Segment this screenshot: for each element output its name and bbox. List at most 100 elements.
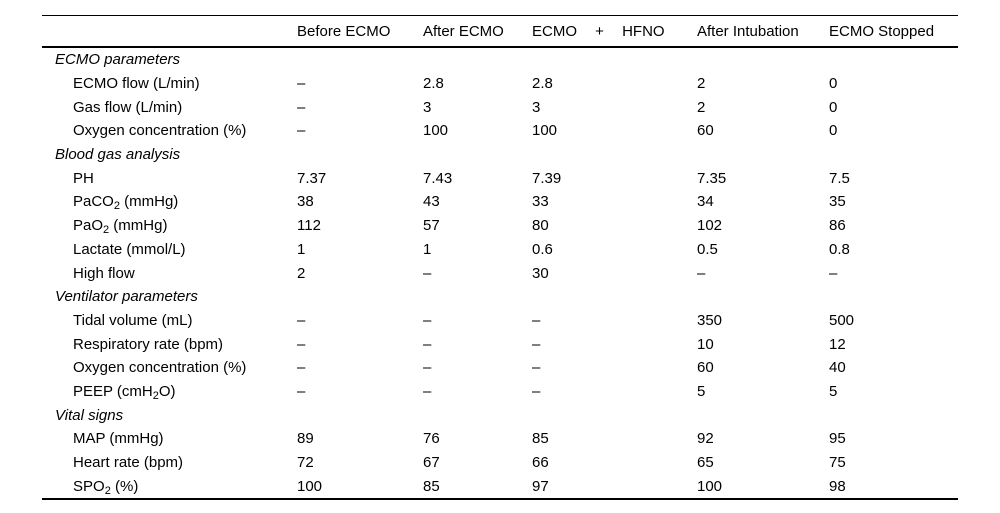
row-label-text: Tidal volume (mL) — [73, 311, 193, 329]
column-header: After Intubation — [697, 22, 799, 40]
cell-value: – — [297, 359, 306, 377]
table-bottom-rule — [42, 498, 958, 501]
table-row: MAP (mmHg) 89 76 85 92 95 — [42, 427, 958, 451]
cell-value: – — [297, 382, 306, 400]
row-label: SPO2 (%) — [42, 477, 297, 497]
table-row: SPO2 (%) 100 85 97 100 98 — [42, 474, 958, 498]
row-label: PaO2 (mmHg) — [42, 217, 297, 236]
cell-value: 0.5 — [697, 240, 718, 258]
cell-value: – — [423, 359, 432, 377]
cell-value: 98 — [829, 477, 846, 495]
clinical-parameters-table: Before ECMO After ECMO ECMO + HFNO After In… — [42, 15, 958, 501]
cell-value: 0.6 — [532, 240, 553, 258]
cell-value: – — [297, 75, 306, 93]
row-label: High flow — [42, 266, 297, 281]
column-header: ECMO Stopped — [829, 22, 935, 40]
cell-value: – — [423, 382, 432, 400]
cell-value: 2.8 — [423, 75, 444, 93]
row-label-text: PH — [73, 169, 94, 187]
cell-value: 89 — [297, 430, 314, 448]
cell-value: 67 — [423, 454, 440, 472]
cell-value: 66 — [532, 454, 549, 472]
cell-value: 76 — [423, 430, 440, 448]
row-label-text: (%) — [110, 477, 139, 495]
cell-value: 5 — [697, 382, 706, 400]
cell-value: – — [697, 264, 706, 282]
cell-value: 2.8 — [532, 75, 553, 93]
table-row: Gas flow (L/min) – 3 3 2 0 — [42, 95, 958, 119]
column-header: ECMO + HFNO — [532, 22, 665, 40]
cell-value: 2 — [297, 264, 306, 282]
cell-value: 43 — [423, 193, 440, 211]
row-label-text: Lactate (mmol/L) — [73, 240, 186, 258]
column-header: After ECMO — [423, 22, 504, 40]
cell-value: 80 — [532, 217, 549, 235]
cell-value: 35 — [829, 193, 846, 211]
table-top-rule — [42, 15, 958, 16]
cell-value: 0.8 — [829, 240, 850, 258]
row-label-text: PEEP (cmH — [73, 382, 153, 400]
cell-value: 60 — [697, 359, 714, 377]
cell-value: 38 — [297, 193, 314, 211]
cell-value: 350 — [697, 311, 723, 329]
table-header-row: Before ECMO After ECMO ECMO + HFNO After In… — [42, 16, 958, 46]
cell-value: 57 — [423, 217, 440, 235]
row-label: Lactate (mmol/L) — [42, 242, 297, 257]
row-label-subscript: 2 — [113, 200, 120, 213]
row-label-text: Respiratory rate (bpm) — [73, 335, 224, 353]
row-label-text: Heart rate (bpm) — [73, 454, 184, 472]
cell-value: 0 — [829, 98, 838, 116]
cell-value: 0 — [829, 75, 838, 93]
row-label: MAP (mmHg) — [42, 431, 297, 446]
cell-value: 12 — [829, 335, 846, 353]
cell-value: – — [829, 264, 838, 282]
cell-value: 7.37 — [297, 169, 327, 187]
table-row: Respiratory rate (bpm) – – – 10 12 — [42, 332, 958, 356]
row-label: Heart rate (bpm) — [42, 455, 297, 470]
cell-value: 72 — [297, 454, 314, 472]
section-row: Blood gas analysis — [42, 143, 958, 167]
cell-value: 2 — [697, 75, 706, 93]
column-header: Before ECMO — [297, 22, 391, 40]
row-label-subscript: 2 — [104, 484, 111, 497]
cell-value: 85 — [532, 430, 549, 448]
row-label-text: Gas flow (L/min) — [73, 98, 183, 116]
row-label: Oxygen concentration (%) — [42, 360, 297, 375]
cell-value: 7.5 — [829, 169, 850, 187]
cell-value: 92 — [697, 430, 714, 448]
table-row: PaCO2 (mmHg) 38 43 33 34 35 — [42, 190, 958, 214]
cell-value: 10 — [697, 335, 714, 353]
cell-value: 60 — [697, 122, 714, 140]
table-header-rule — [42, 46, 958, 48]
cell-value: – — [423, 311, 432, 329]
cell-value: 86 — [829, 217, 846, 235]
table-body: ECMO parameters ECMO flow (L/min) – 2.8 2.8 2… — [42, 48, 958, 498]
section-title: Blood gas analysis — [55, 146, 181, 164]
cell-value: 97 — [532, 477, 549, 495]
row-label-text: Oxygen concentration (%) — [73, 359, 247, 377]
cell-value: – — [297, 98, 306, 116]
row-label-text: PaCO — [73, 193, 114, 211]
cell-value: – — [532, 382, 541, 400]
cell-value: 2 — [697, 98, 706, 116]
cell-value: – — [423, 264, 432, 282]
row-label: PEEP (cmH2O) — [42, 382, 297, 402]
cell-value: 40 — [829, 359, 846, 377]
cell-value: 3 — [532, 98, 541, 116]
row-label: PaCO2 (mmHg) — [42, 193, 297, 213]
section-row: Vital signs — [42, 403, 958, 427]
row-label-text: (mmHg) — [109, 217, 168, 235]
cell-value: 75 — [829, 454, 846, 472]
cell-value: 7.39 — [532, 169, 562, 187]
cell-value: 30 — [532, 264, 549, 282]
table-row: Oxygen concentration (%) – – – 60 40 — [42, 356, 958, 380]
cell-value: 85 — [423, 477, 440, 495]
cell-value: 1 — [297, 240, 306, 258]
row-label-text: MAP (mmHg) — [73, 430, 164, 448]
table-row: PaO2 (mmHg) 112 57 80 102 86 — [42, 214, 958, 238]
cell-value: 102 — [697, 217, 723, 235]
section-title: ECMO parameters — [55, 51, 181, 69]
section-title: Ventilator parameters — [55, 288, 198, 306]
cell-value: 7.43 — [423, 169, 453, 187]
table-row: Tidal volume (mL) – – – 350 500 — [42, 309, 958, 333]
